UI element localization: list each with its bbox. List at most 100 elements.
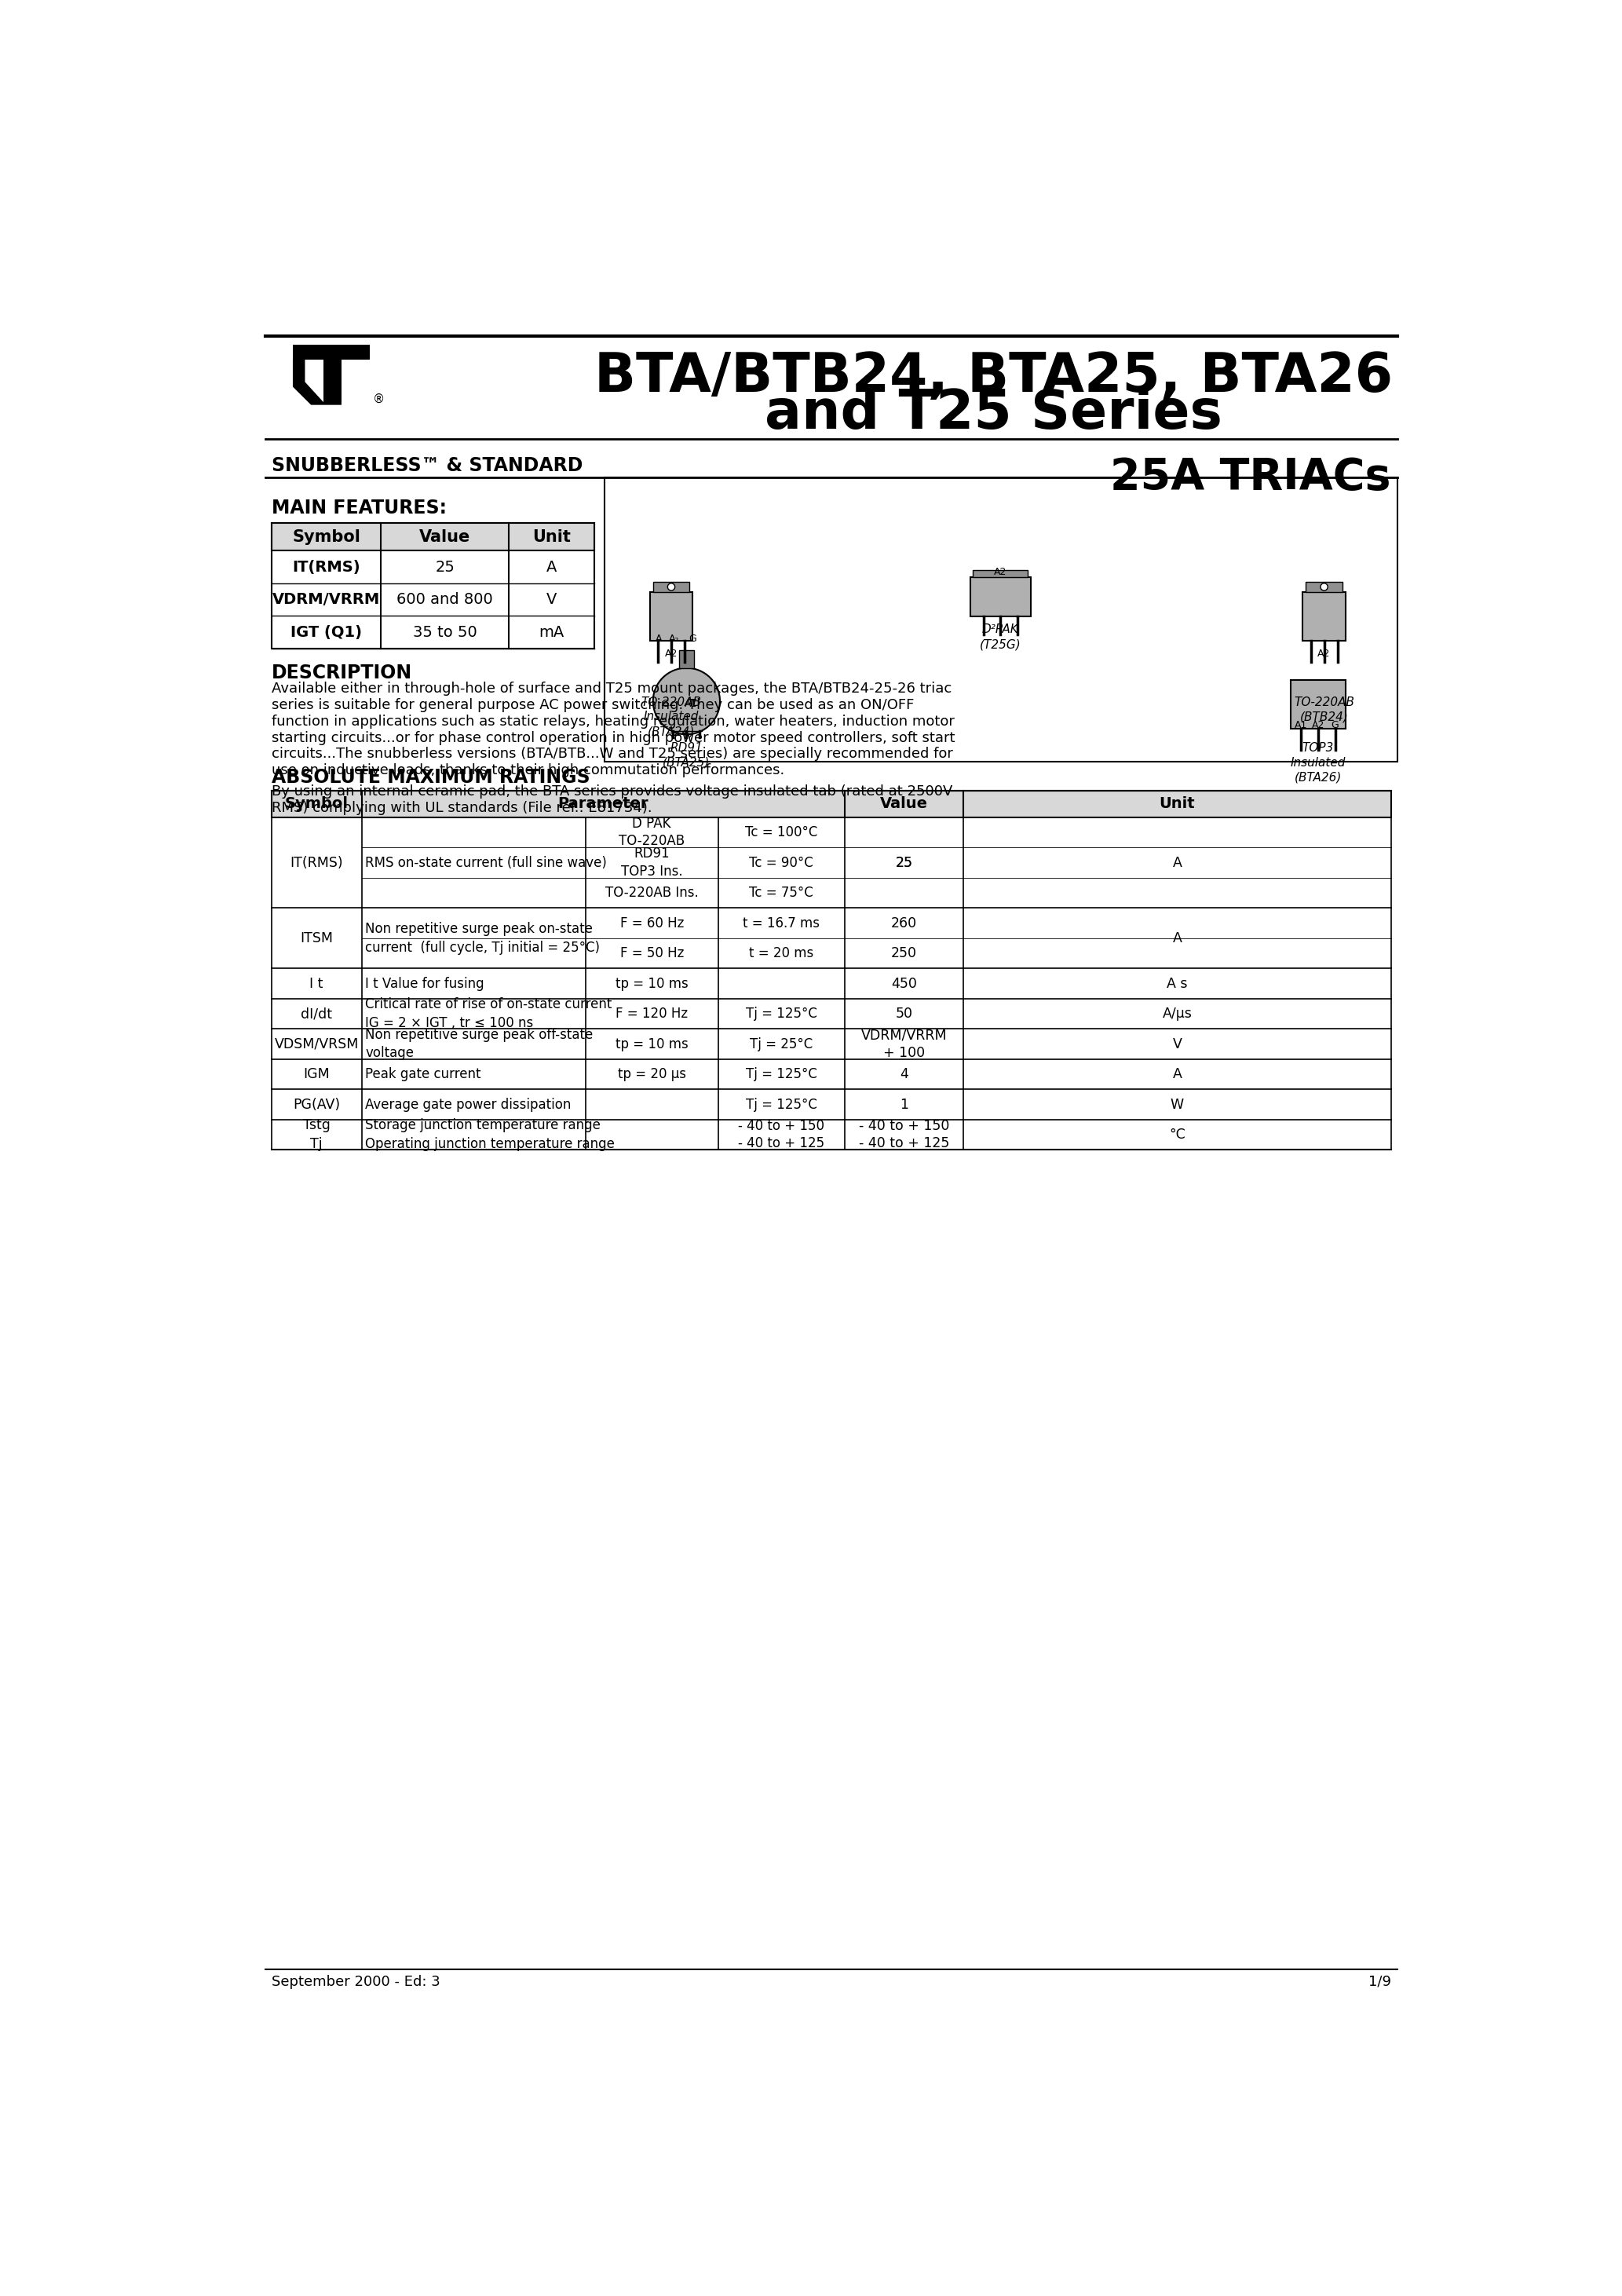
Bar xyxy=(271,523,594,647)
Text: ITSM: ITSM xyxy=(300,932,333,946)
Text: D²PAK
(T25G): D²PAK (T25G) xyxy=(980,625,1022,650)
Polygon shape xyxy=(294,360,342,404)
Text: 1/9: 1/9 xyxy=(1369,1975,1392,1988)
Text: A: A xyxy=(547,560,556,574)
Text: VDRM/VRRM
+ 100: VDRM/VRRM + 100 xyxy=(861,1029,947,1061)
Text: use on inductive loads, thanks to their high commutation performances.: use on inductive loads, thanks to their … xyxy=(271,765,785,778)
Bar xyxy=(271,790,1392,817)
Text: series is suitable for general purpose AC power switching. They can be used as a: series is suitable for general purpose A… xyxy=(271,698,915,712)
Text: A2: A2 xyxy=(994,567,1007,576)
Text: A2: A2 xyxy=(1312,721,1325,730)
Text: G: G xyxy=(662,698,668,709)
Text: RD91
(BTA25): RD91 (BTA25) xyxy=(663,742,710,769)
Text: F = 120 Hz: F = 120 Hz xyxy=(616,1006,688,1022)
Text: mA: mA xyxy=(539,625,564,641)
Text: Non repetitive surge peak off-state
voltage: Non repetitive surge peak off-state volt… xyxy=(365,1029,594,1061)
Text: A: A xyxy=(1173,856,1182,870)
Text: Unit: Unit xyxy=(532,528,571,544)
Circle shape xyxy=(654,668,720,735)
Text: 25: 25 xyxy=(435,560,454,574)
Text: tp = 20 μs: tp = 20 μs xyxy=(618,1068,686,1081)
Bar xyxy=(1291,680,1345,728)
Text: A2: A2 xyxy=(665,650,678,659)
Text: Unit: Unit xyxy=(1160,797,1195,810)
Text: Tj = 125°C: Tj = 125°C xyxy=(746,1097,817,1111)
Text: Available either in through-hole of surface and T25 mount packages, the BTA/BTB2: Available either in through-hole of surf… xyxy=(271,682,952,696)
Text: TO-220AB Ins.: TO-220AB Ins. xyxy=(605,886,699,900)
Text: G: G xyxy=(689,634,696,643)
Text: V: V xyxy=(547,592,556,606)
Text: IGM: IGM xyxy=(303,1068,329,1081)
Text: t = 20 ms: t = 20 ms xyxy=(749,946,814,960)
Text: Non repetitive surge peak on-state
current  (full cycle, Tj initial = 25°C): Non repetitive surge peak on-state curre… xyxy=(365,923,600,955)
Text: RD91
TOP3 Ins.: RD91 TOP3 Ins. xyxy=(621,847,683,879)
Text: A2: A2 xyxy=(1317,650,1330,659)
Text: A₂: A₂ xyxy=(668,634,680,643)
Bar xyxy=(973,569,1028,576)
Text: A/μs: A/μs xyxy=(1163,1006,1192,1022)
Text: IT(RMS): IT(RMS) xyxy=(290,856,344,870)
Text: By using an internal ceramic pad, the BTA series provides voltage insulated tab : By using an internal ceramic pad, the BT… xyxy=(271,785,952,799)
Text: F = 60 Hz: F = 60 Hz xyxy=(620,916,684,930)
Text: 260: 260 xyxy=(890,916,916,930)
Text: 250: 250 xyxy=(890,946,916,960)
Text: function in applications such as static relays, heating regulation, water heater: function in applications such as static … xyxy=(271,714,954,728)
Text: and T25 Series: and T25 Series xyxy=(766,386,1223,439)
Text: ®: ® xyxy=(373,393,384,404)
Text: 1: 1 xyxy=(900,1097,908,1111)
Text: TO-220AB
Insulated
(BTA24): TO-220AB Insulated (BTA24) xyxy=(641,696,701,737)
Text: t = 16.7 ms: t = 16.7 ms xyxy=(743,916,819,930)
Text: PG(AV): PG(AV) xyxy=(294,1097,341,1111)
Text: September 2000 - Ed: 3: September 2000 - Ed: 3 xyxy=(271,1975,440,1988)
Text: A: A xyxy=(1173,932,1182,946)
Text: A1: A1 xyxy=(684,698,697,709)
Text: A: A xyxy=(1173,1068,1182,1081)
Text: 450: 450 xyxy=(890,976,916,990)
Bar xyxy=(1306,581,1343,592)
Text: 35 to 50: 35 to 50 xyxy=(414,625,477,641)
Circle shape xyxy=(668,583,675,590)
Text: Parameter: Parameter xyxy=(558,797,649,810)
Text: 25: 25 xyxy=(895,856,913,870)
Text: dI/dt: dI/dt xyxy=(300,1006,333,1022)
Text: TOP3
Insulated
(BTA26): TOP3 Insulated (BTA26) xyxy=(1291,742,1346,783)
Text: G: G xyxy=(1332,721,1338,730)
Text: A s: A s xyxy=(1166,976,1187,990)
Text: Tj = 25°C: Tj = 25°C xyxy=(749,1038,813,1052)
Text: Tj = 125°C: Tj = 125°C xyxy=(746,1006,817,1022)
Text: Symbol: Symbol xyxy=(292,528,360,544)
Text: circuits...The snubberless versions (BTA/BTB...W and T25 series) are specially r: circuits...The snubberless versions (BTA… xyxy=(271,746,952,762)
Bar xyxy=(650,592,693,641)
Text: - 40 to + 150
- 40 to + 125: - 40 to + 150 - 40 to + 125 xyxy=(738,1118,824,1150)
Bar xyxy=(271,523,594,551)
Text: 25A TRIACs: 25A TRIACs xyxy=(1111,457,1392,498)
Text: BTA/BTB24, BTA25, BTA26: BTA/BTB24, BTA25, BTA26 xyxy=(594,351,1393,404)
Text: F = 50 Hz: F = 50 Hz xyxy=(620,946,684,960)
Text: RMS on-state current (full sine wave): RMS on-state current (full sine wave) xyxy=(365,856,607,870)
Text: Tj = 125°C: Tj = 125°C xyxy=(746,1068,817,1081)
Text: °C: °C xyxy=(1169,1127,1186,1141)
Polygon shape xyxy=(294,344,370,402)
Text: VDSM/VRSM: VDSM/VRSM xyxy=(274,1038,358,1052)
Text: I t Value for fusing: I t Value for fusing xyxy=(365,976,485,990)
Text: Value: Value xyxy=(881,797,928,810)
Bar xyxy=(1302,592,1345,641)
Bar xyxy=(680,650,694,668)
Text: I t: I t xyxy=(310,976,323,990)
Text: V: V xyxy=(1173,1038,1182,1052)
Text: TO-220AB
(BTB24): TO-220AB (BTB24) xyxy=(1294,696,1354,723)
Text: - 40 to + 150
- 40 to + 125: - 40 to + 150 - 40 to + 125 xyxy=(858,1118,949,1150)
Text: 50: 50 xyxy=(895,1006,913,1022)
Text: Tc = 90°C: Tc = 90°C xyxy=(749,856,814,870)
Text: Value: Value xyxy=(420,528,470,544)
Text: Average gate power dissipation: Average gate power dissipation xyxy=(365,1097,571,1111)
Text: Peak gate current: Peak gate current xyxy=(365,1068,482,1081)
Text: IGT (Q1): IGT (Q1) xyxy=(290,625,362,641)
Text: SNUBBERLESS™ & STANDARD: SNUBBERLESS™ & STANDARD xyxy=(271,457,582,475)
Bar xyxy=(605,478,1397,762)
Text: Critical rate of rise of on-state current
IG = 2 × IGT , tr ≤ 100 ns: Critical rate of rise of on-state curren… xyxy=(365,996,611,1031)
Text: Storage junction temperature range
Operating junction temperature range: Storage junction temperature range Opera… xyxy=(365,1118,615,1150)
Text: DESCRIPTION: DESCRIPTION xyxy=(271,664,412,682)
Text: 4: 4 xyxy=(900,1068,908,1081)
Text: RMS) complying with UL standards (File ref.: E81734).: RMS) complying with UL standards (File r… xyxy=(271,801,652,815)
